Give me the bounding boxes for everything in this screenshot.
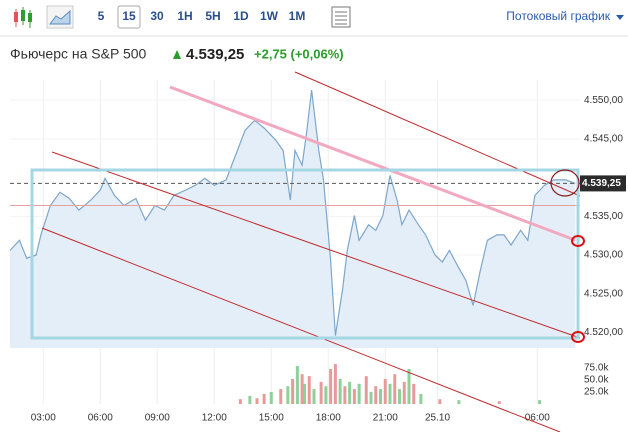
volume-bar: [352, 389, 356, 404]
volume-bar: [248, 395, 252, 404]
area-fill: [10, 90, 576, 348]
trend-line: [41, 227, 561, 432]
range-box: [30, 168, 580, 340]
volume-bar: [307, 376, 311, 404]
interval-button[interactable]: 5: [98, 9, 105, 23]
volume-bar: [419, 393, 423, 404]
volume-tick-label: 75.0k: [584, 363, 609, 374]
interval-button[interactable]: 1W: [260, 9, 279, 23]
volume-bar: [379, 389, 382, 404]
volume-bar: [357, 383, 361, 404]
area-icon[interactable]: [46, 5, 74, 29]
interval-button[interactable]: 1H: [177, 9, 192, 23]
y-tick-label: 4.525,00: [584, 288, 623, 299]
y-tick-label: 4.520,00: [584, 327, 623, 338]
volume-bar: [407, 368, 411, 404]
interval-button[interactable]: 1D: [233, 9, 249, 23]
volume-bar: [348, 381, 352, 404]
stream-chart-link[interactable]: Потоковый график: [506, 9, 610, 23]
volume-bar: [388, 383, 392, 404]
volume-bar: [291, 379, 295, 404]
volume-tick-label: 25.0k: [584, 387, 609, 398]
interval-selected[interactable]: [117, 5, 141, 29]
last-price-box: [580, 175, 626, 192]
volume-bar: [279, 389, 283, 404]
dropdown-arrow[interactable]: [616, 15, 624, 20]
volume-bar: [364, 376, 368, 404]
volume-bar: [255, 398, 259, 404]
volume-bar: [393, 374, 397, 404]
volume-bar: [303, 383, 306, 404]
interval-button[interactable]: 5H: [205, 9, 220, 23]
volume-bar: [312, 389, 316, 404]
volume-bar: [457, 400, 461, 404]
highlight-circle: [550, 169, 580, 197]
volume-bar: [412, 383, 416, 404]
y-tick-label: 4.550,00: [584, 95, 623, 106]
x-tick-label: 03:00: [31, 413, 56, 424]
interval-button[interactable]: 15: [122, 9, 136, 23]
trend-line: [51, 151, 581, 339]
x-tick-label: 18:00: [316, 413, 341, 424]
volume-bar: [269, 391, 273, 404]
instrument-title: Фьючерс на S&P 500: [10, 46, 147, 62]
x-tick-label: 21:00: [373, 413, 398, 424]
volume-bar: [438, 399, 442, 404]
volume-tick-label: 50.0k: [584, 375, 609, 386]
plot: 03:00 06:00 09:00 12:00 15:00 18:00 21:00 25.10…: [9, 80, 626, 424]
volume-bar: [538, 400, 542, 404]
instrument-price: 4.539,25: [186, 46, 244, 63]
x-tick-label: 09:00: [145, 413, 170, 424]
volume-bar: [329, 368, 333, 404]
volume-bar: [497, 401, 501, 404]
up-arrow: [173, 50, 181, 59]
y-tick-label: 4.530,00: [584, 250, 623, 261]
volume-bar: [238, 399, 242, 404]
trend-line: [294, 71, 581, 197]
volume-bar: [333, 364, 337, 404]
annotations: [30, 71, 585, 432]
y-tick-label: 4.545,00: [584, 134, 623, 145]
highlight-circle: [571, 331, 585, 343]
interval-bar: 5 15 30 1H 5H 1D 1W 1M: [98, 5, 306, 29]
volume-bar: [324, 386, 328, 404]
trend-line: [169, 85, 576, 242]
y-tick-label: 4.535,00: [584, 211, 623, 222]
volume-bar: [300, 374, 304, 404]
interval-button[interactable]: 1M: [289, 9, 306, 23]
interval-button[interactable]: 30: [150, 9, 164, 23]
volume-bar: [262, 393, 266, 404]
x-tick-label: 06:00: [88, 413, 113, 424]
volume-bar: [369, 391, 373, 404]
volume-bar: [402, 381, 406, 404]
volume-bar: [295, 366, 299, 404]
table-icon[interactable]: [331, 6, 351, 28]
x-tick-label: 25.10: [425, 413, 450, 424]
candlestick-icon[interactable]: [14, 7, 32, 28]
x-tick-label: 12:00: [202, 413, 227, 424]
volume-bar: [319, 381, 323, 404]
volume-bar: [383, 379, 387, 404]
volume-bar: [374, 386, 378, 404]
last-price-label: 4.539,25: [582, 178, 621, 189]
volume-bar: [398, 389, 401, 404]
x-tick-label: 15:00: [259, 413, 284, 424]
x-tick-label: 06:00: [525, 413, 550, 424]
volume-bar: [338, 379, 342, 404]
highlight-circle: [571, 235, 585, 247]
price-line: [9, 90, 576, 336]
volume-bar: [286, 386, 290, 404]
price-change: +2,75 (+0,06%): [254, 46, 344, 61]
volume-bar: [343, 386, 347, 404]
